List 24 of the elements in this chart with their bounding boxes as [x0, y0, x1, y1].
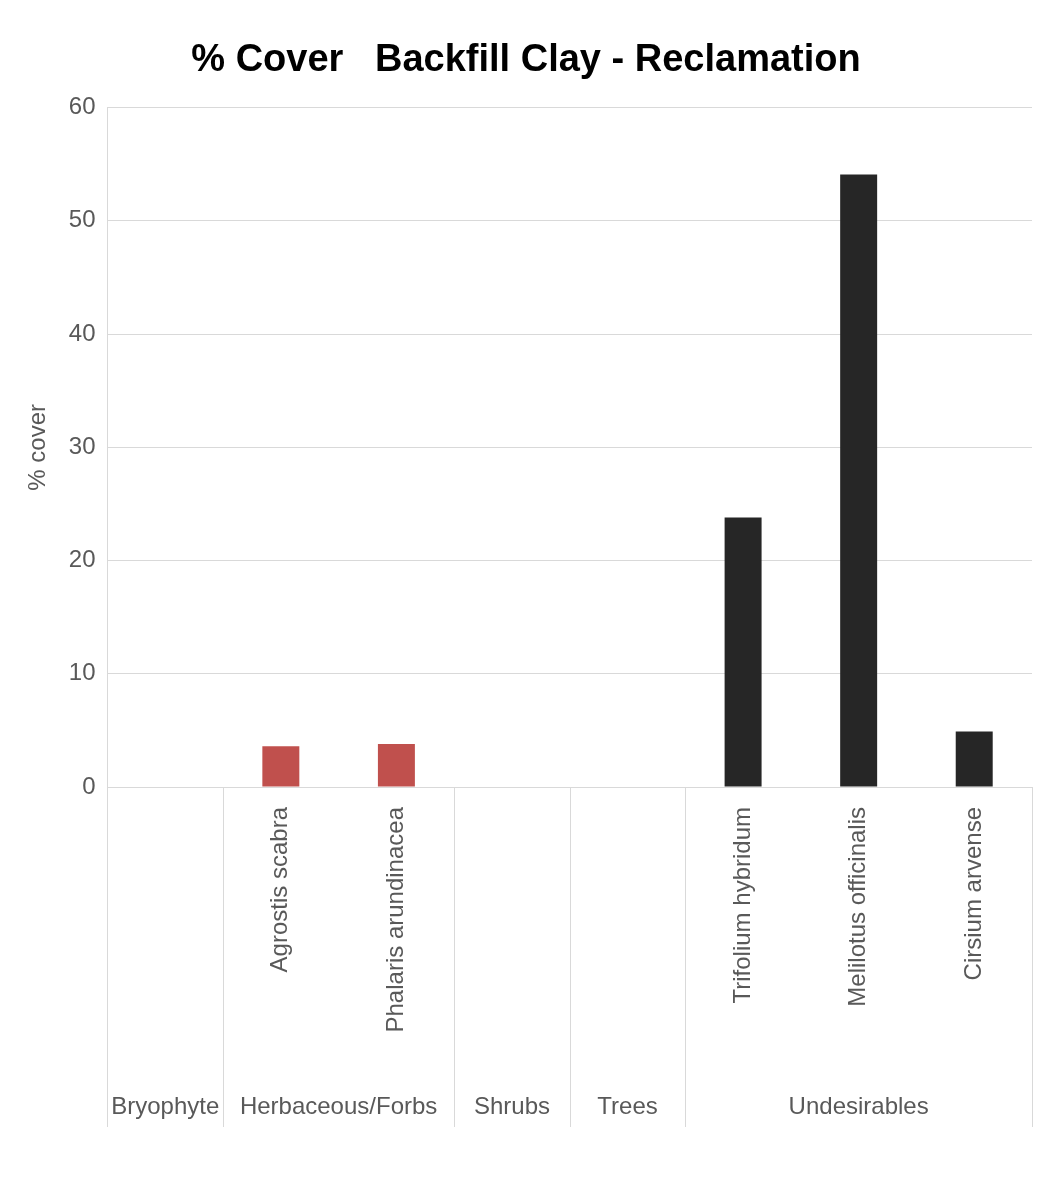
- bar: [840, 174, 878, 787]
- bar: [955, 731, 993, 787]
- y-tick-label: 40: [68, 318, 96, 346]
- bar: [724, 517, 762, 787]
- x-tick-label: Cirsium arvense: [958, 807, 986, 981]
- text: Trees: [597, 1091, 658, 1119]
- y-tick-label: 60: [68, 92, 96, 120]
- y-axis-title: % cover: [23, 403, 51, 491]
- y-tick-label: 0: [82, 771, 96, 799]
- x-tick-label: Trifolium hybridum: [727, 807, 755, 1004]
- x-tick-label: Agrostis scabra: [265, 806, 293, 973]
- y-tick-label: 20: [68, 545, 96, 573]
- text: Undesirables: [788, 1091, 929, 1119]
- x-tick-label: Phalaris arundinacea: [381, 806, 409, 1033]
- y-tick-label: 50: [68, 205, 96, 233]
- x-tick-label: Melilotus officinalis: [843, 807, 871, 1007]
- bar: [262, 746, 300, 787]
- text: Herbaceous/Forbs: [239, 1091, 438, 1119]
- text: Shrubs: [473, 1091, 550, 1119]
- y-tick-label: 10: [68, 658, 96, 686]
- y-tick-label: 30: [68, 431, 96, 459]
- text: Bryophyte: [111, 1091, 220, 1119]
- bar: [377, 743, 415, 787]
- chart-title: % Cover Backfill Clay - Reclamation: [191, 37, 861, 80]
